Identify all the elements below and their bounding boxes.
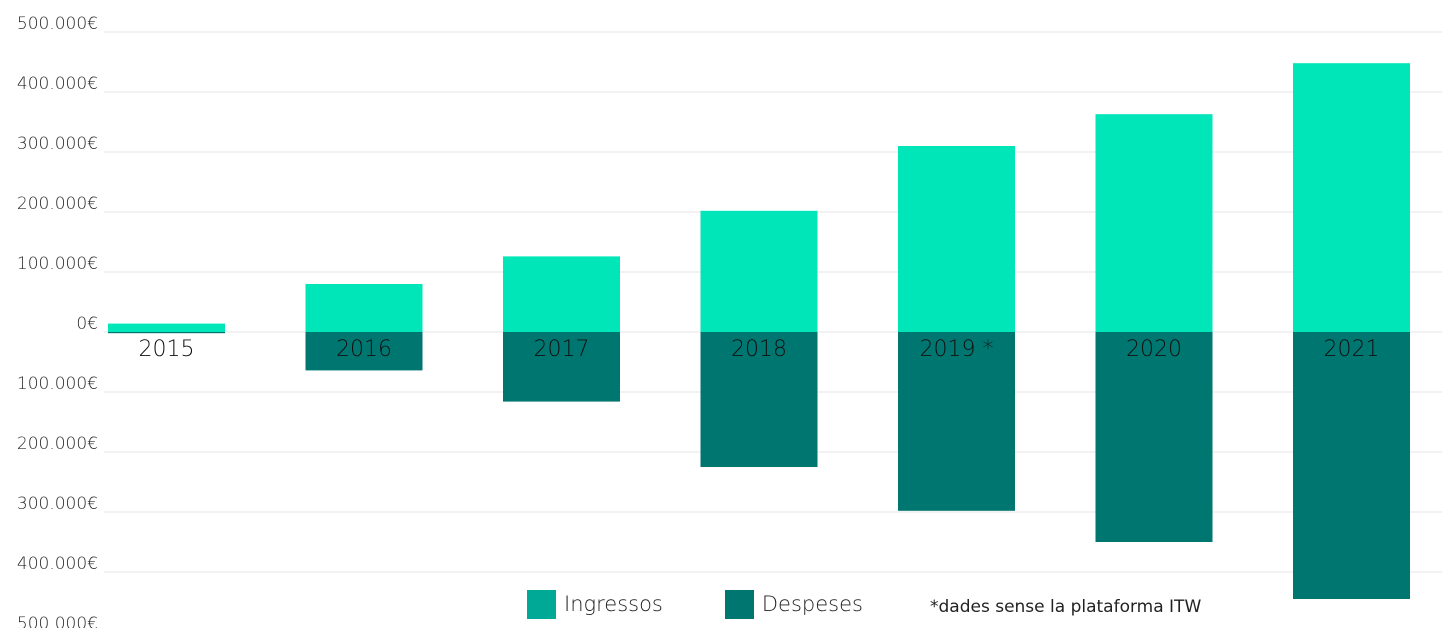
y-tick-label: 400.000€ [17, 74, 98, 94]
bars [108, 63, 1410, 599]
x-tick-label: 2020 [1126, 337, 1182, 362]
y-tick-label: 500.000€ [17, 14, 98, 34]
y-tick-label: 200.000€ [17, 194, 98, 214]
y-tick-label: 100.000€ [17, 374, 98, 394]
legend: Ingressos Despeses [527, 588, 925, 620]
bar-ingressos [108, 323, 225, 332]
y-tick-label: 500.000€ [17, 614, 98, 628]
bar-despeses [108, 332, 225, 334]
bar-ingressos [503, 256, 620, 332]
legend-item-ingressos: Ingressos [527, 589, 663, 619]
x-tick-label: 2021 [1324, 337, 1380, 362]
y-tick-label: 300.000€ [17, 494, 98, 514]
y-axis-ticks: 500.000€ 400.000€ 300.000€ 200.000€ 100.000€… [17, 14, 98, 628]
bar-ingressos [305, 284, 423, 332]
bar-ingressos [1293, 63, 1410, 332]
y-tick-label: 300.000€ [17, 134, 98, 154]
x-tick-label: 2017 [534, 337, 590, 362]
legend-swatch-ingressos [527, 589, 556, 619]
bar-despeses [503, 332, 620, 402]
x-tick-label: 2018 [731, 337, 787, 362]
y-tick-label: 200.000€ [17, 434, 98, 454]
bar-ingressos [898, 146, 1015, 332]
x-tick-label: 2019 * [920, 337, 994, 362]
bar-ingressos [700, 210, 818, 332]
footnote-annotation: *dades sense la plataforma ITW [930, 597, 1202, 617]
legend-swatch-despeses [724, 589, 754, 619]
legend-label-ingressos: Ingressos [564, 592, 663, 616]
bar-despeses [1293, 332, 1410, 599]
bar-ingressos [1095, 114, 1213, 332]
bar-despeses [898, 332, 1015, 511]
x-axis-ticks: 2015 2016 2017 2018 2019 * 2020 2021 [139, 337, 1380, 362]
x-tick-label: 2015 [139, 337, 195, 362]
y-tick-label: 400.000€ [17, 554, 98, 574]
y-tick-label: 0€ [76, 314, 98, 334]
bar-despeses [305, 332, 423, 371]
bar-despeses [1095, 332, 1213, 542]
legend-label-despeses: Despeses [761, 592, 863, 616]
legend-item-despeses: Despeses [724, 589, 863, 619]
bar-despeses [700, 332, 818, 467]
y-tick-label: 100.000€ [17, 254, 98, 274]
x-tick-label: 2016 [336, 337, 392, 362]
